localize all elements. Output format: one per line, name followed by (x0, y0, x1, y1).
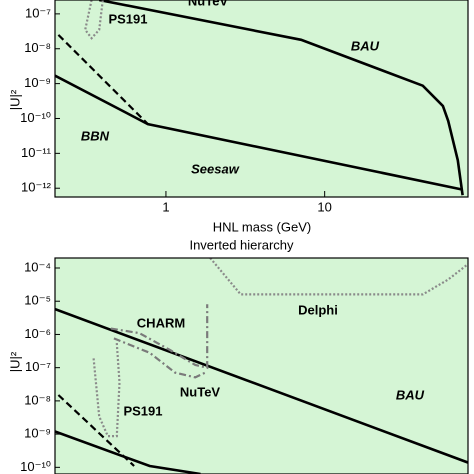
x-axis-label: HNL mass (GeV) (213, 219, 311, 234)
curve (57, 34, 149, 125)
y-tick-label: 10⁻⁷ (25, 5, 51, 20)
curve-label: NuTeV (188, 0, 229, 8)
series-group (55, 0, 464, 196)
y-tick-label: 10⁻⁵ (24, 293, 51, 308)
y-tick-label: 10⁻⁶ (24, 326, 51, 341)
y-tick-label: 10⁻¹⁰ (20, 110, 51, 125)
y-tick-label: 10⁻⁷ (25, 359, 51, 374)
curve (92, 343, 121, 438)
curve-label: CHARM (137, 315, 185, 330)
curve-label: PS191 (123, 403, 162, 418)
curve-label: NuTeV (180, 384, 221, 399)
curve-label: BAU (351, 38, 380, 53)
curve-label: BBN (81, 128, 110, 143)
plot-background (55, 258, 468, 474)
y-axis-label: |U|² (7, 89, 22, 110)
y-tick-label: 10⁻⁹ (24, 75, 51, 90)
plot-frame (54, 257, 469, 474)
curve-label: PS191 (108, 11, 147, 26)
curve (113, 337, 206, 379)
curve (55, 430, 201, 474)
curve (55, 307, 468, 464)
curve (110, 304, 209, 370)
plot-frame (54, 0, 469, 198)
plot-background (55, 0, 468, 197)
curve-label: BAU (396, 387, 425, 402)
curve (57, 394, 135, 467)
y-tick-label: 10⁻⁸ (24, 40, 51, 55)
y-axis-label: |U|² (7, 351, 22, 372)
curve (84, 0, 104, 40)
curve (98, 0, 464, 196)
y-tick-label: 10⁻¹² (21, 180, 52, 195)
curve (209, 258, 468, 296)
curve-label: Delphi (298, 302, 338, 317)
y-tick-label: 10⁻¹¹ (21, 145, 52, 160)
series-group (55, 258, 468, 474)
y-tick-label: 10⁻⁹ (24, 426, 51, 441)
y-tick-label: 10⁻⁸ (24, 392, 51, 407)
x-tick-label: 1 (162, 199, 169, 214)
y-tick-label: 10⁻¹⁰ (20, 459, 51, 474)
y-tick-label: 10⁻⁴ (24, 259, 51, 274)
x-tick-label: 10 (317, 199, 331, 214)
curve-label: Seesaw (191, 161, 240, 176)
panel-title: Inverted hierarchy (189, 237, 294, 252)
